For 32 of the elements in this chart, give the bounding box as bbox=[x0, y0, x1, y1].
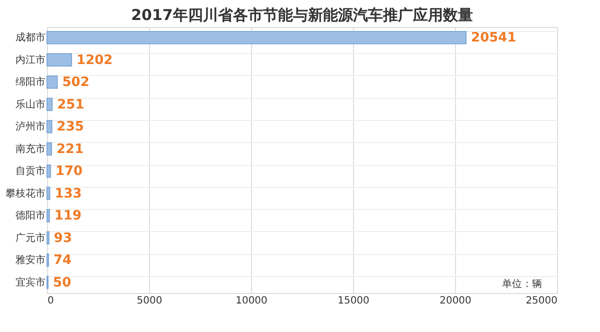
x-tick-label: 15000 bbox=[338, 296, 370, 306]
data-label: 1202 bbox=[76, 52, 113, 68]
chart-title: 2017年四川省各市节能与新能源汽车推广应用数量 bbox=[131, 6, 473, 24]
y-tick-label: 南充市 bbox=[16, 142, 46, 155]
data-label: 170 bbox=[55, 164, 83, 180]
data-label: 119 bbox=[54, 208, 82, 224]
y-tick-label: 广元市 bbox=[16, 232, 46, 244]
y-tick-label: 雅安市 bbox=[16, 254, 46, 266]
y-tick-label: 德阳市 bbox=[16, 210, 46, 222]
y-tick-label: 内江市 bbox=[16, 54, 46, 66]
data-label: 93 bbox=[54, 230, 72, 246]
data-label: 50 bbox=[53, 275, 72, 290]
data-label: 251 bbox=[57, 97, 84, 112]
x-tick-label: 20000 bbox=[440, 296, 472, 306]
data-label: 20541 bbox=[471, 30, 516, 46]
y-tick-label: 乐山市 bbox=[16, 98, 46, 110]
annotation: 单位：辆 bbox=[502, 278, 542, 290]
x-tick-label: 0 bbox=[48, 296, 54, 306]
x-tick-label: 25000 bbox=[526, 296, 558, 306]
x-tick-label: 5000 bbox=[136, 296, 162, 306]
x-tick-label: 10000 bbox=[236, 296, 268, 306]
data-label: 133 bbox=[54, 186, 82, 202]
y-tick-label: 宜宾市 bbox=[16, 276, 46, 288]
y-tick-label: 绵阳市 bbox=[16, 76, 46, 88]
data-label: 502 bbox=[62, 75, 90, 90]
data-label: 74 bbox=[54, 253, 72, 268]
data-label: 235 bbox=[56, 120, 84, 135]
y-tick-label: 泸州市 bbox=[16, 120, 46, 133]
y-tick-label: 自贡市 bbox=[16, 165, 46, 178]
y-tick-label: 成都市 bbox=[16, 32, 46, 44]
y-tick-label: 攀枝花市 bbox=[6, 187, 46, 200]
data-label: 221 bbox=[56, 142, 84, 157]
